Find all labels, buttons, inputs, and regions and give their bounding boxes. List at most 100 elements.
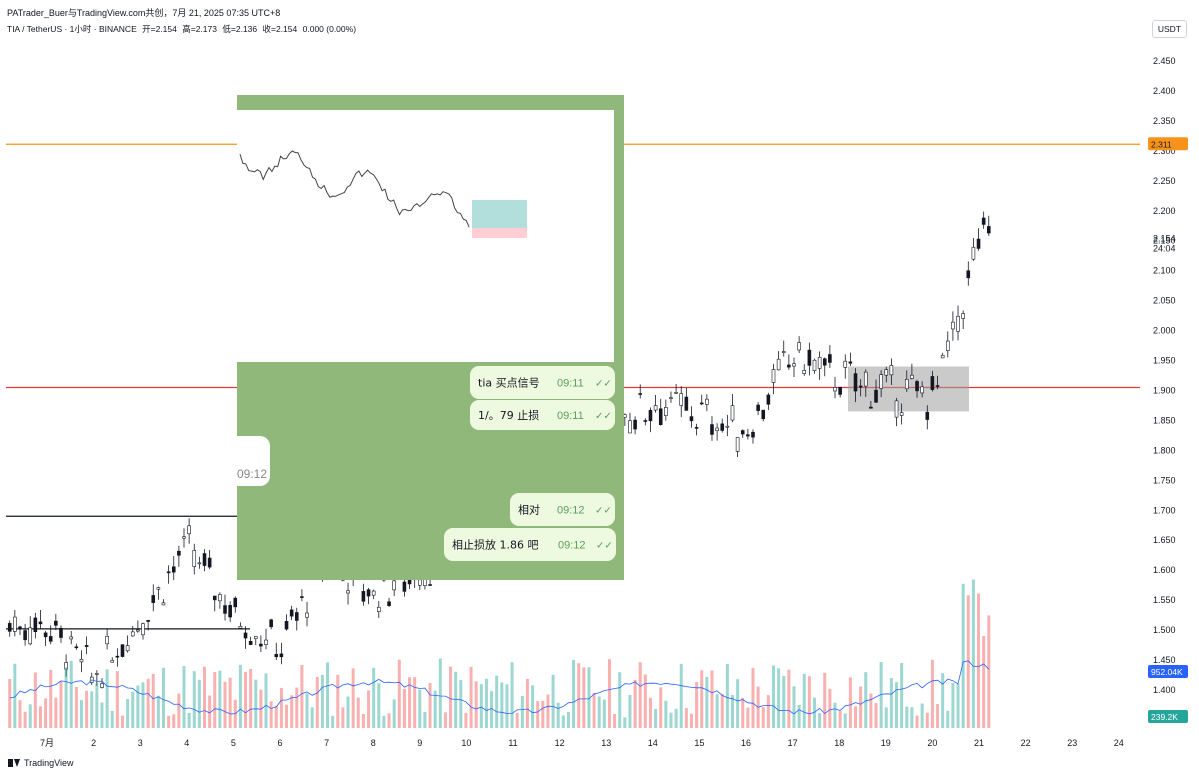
volume-bar [79,700,83,728]
candle-body [904,378,909,390]
message-bubble[interactable] [444,528,616,561]
candle-body [294,612,299,621]
y-tick-label: 1.500 [1153,625,1176,635]
volume-bar [64,667,68,728]
volume-bar [541,700,545,728]
candle-body [54,620,58,626]
candle-body [366,589,371,597]
volume-bar [443,712,447,728]
chart-header: PATrader_Buer与TradingView.com共创，7月 21, 2… [0,0,1199,44]
volume-bar [638,662,642,728]
volume-bar [218,670,222,728]
message-bubble[interactable] [470,366,615,399]
volume-bar [977,593,981,728]
volume-bar [854,706,858,728]
volume-bar [162,667,165,728]
candle-body [689,416,694,422]
volume-bar [223,681,227,728]
volume-bar [141,682,145,728]
volume-bar [664,700,668,728]
volume-bar [238,664,242,728]
volume-bar [469,666,473,728]
candle-body [110,660,115,663]
candle-body [812,359,817,371]
message-bubble[interactable] [510,493,615,526]
volume-bar [484,678,488,728]
volume-bar [597,696,601,728]
candle-body [822,358,827,366]
volume-bar [331,715,335,728]
candle-body [202,553,207,566]
y-tick-label: 2.000 [1153,326,1176,336]
candle-body [274,654,279,658]
volume-bar [244,671,248,728]
volume-bar [761,707,765,728]
candle-body [177,550,181,556]
candle-body [853,373,858,392]
volume-bar [351,668,355,728]
candle-body [797,342,801,351]
x-tick-label: 14 [648,738,658,748]
volume-bar [813,697,817,728]
volume-bar [838,711,842,728]
candle-body [858,385,863,388]
x-tick-label: 12 [555,738,565,748]
volume-bar [459,680,463,728]
candle-body [182,536,186,539]
volume-bar [561,715,565,728]
candle-body [253,636,258,639]
candle-body [69,636,74,640]
volume-bar [577,663,581,728]
candle-body [787,364,791,368]
message-text: 1/。79 止损 [478,408,539,422]
volume-bar [126,699,130,728]
volume-bar [326,662,330,728]
volume-bar [572,659,576,728]
candle-body [95,673,99,675]
candle-body [633,419,637,430]
candle-body [18,626,22,630]
candle-body [48,636,53,642]
candle-body [628,420,632,434]
volume-bar [920,703,924,728]
volume-bar [936,703,940,728]
volume-bar [961,583,965,728]
message-bubble[interactable] [470,400,615,430]
volume-bar [864,672,868,728]
candle-body [228,605,232,618]
volume-bar [766,695,770,728]
volume-bar [110,710,114,728]
volume-bar [710,670,714,728]
message-text: 相止损放 1.86 吧 [452,538,539,552]
volume-bar [720,693,724,728]
volume-bar [956,683,960,728]
candle-body [238,625,243,629]
volume-bar [274,705,278,728]
volume-bar [700,670,704,728]
y-tick-label: 1.700 [1153,505,1176,515]
volume-bar [105,669,109,728]
volume-bar [387,713,391,728]
volume-bar [951,682,955,728]
ohlc-close: 收=2.154 [262,24,298,34]
symbol-title[interactable]: TIA / TetherUS · 1小时 · BINANCE [7,24,137,34]
candle-body [925,411,930,420]
volume-bar [525,678,529,728]
candle-body [884,369,889,376]
volume-bar [269,701,273,728]
volume-bar [449,666,453,728]
y-tick-label: 2.400 [1153,86,1176,96]
currency-button[interactable]: USDT [1151,20,1187,38]
volume-bar [828,688,832,728]
volume-bar [413,677,417,728]
volume-bar [356,697,360,728]
candle-body [223,605,227,614]
tradingview-brand: TradingView [24,758,74,768]
candle-body [740,430,745,435]
volume-bar [341,707,345,728]
volume-bar [741,697,745,728]
candle-body [817,357,822,369]
volume-bar [669,712,673,728]
volume-bar [361,714,365,728]
